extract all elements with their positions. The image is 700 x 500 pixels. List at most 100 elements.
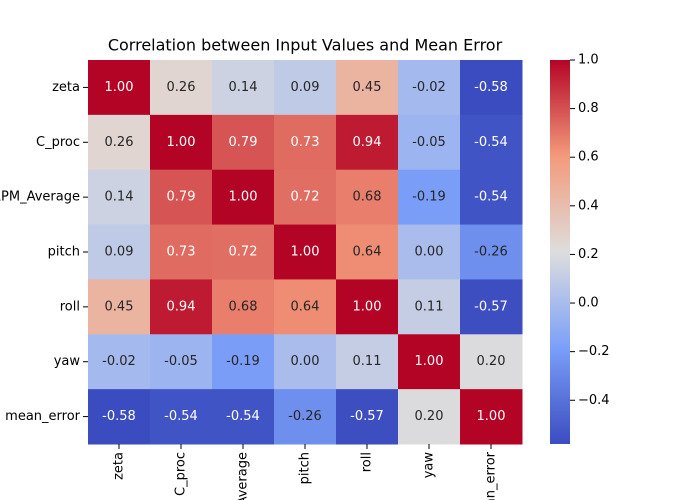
cell-label: 0.09 [105,245,134,260]
heatmap-cell [336,60,399,116]
x-tick-label: yaw [422,452,437,479]
cell-label: -0.05 [412,135,446,150]
cell-label: -0.19 [412,190,446,205]
cell-label: 0.20 [415,409,444,424]
colorbar-tick-label: 1.0 [578,53,599,68]
cell-label: 0.72 [291,190,320,205]
cell-label: 0.00 [291,354,320,369]
y-tick-label: zeta [52,80,80,95]
x-tick-label: roll [360,452,375,472]
heatmap-cell [150,114,213,171]
cell-label: 0.00 [415,245,444,260]
heatmap-cell [212,114,275,171]
cell-label: 1.00 [291,245,320,260]
heatmap-cell [336,389,399,445]
heatmap-cell [274,169,337,226]
heatmap-cell [274,114,337,171]
cell-label: -0.02 [102,354,136,369]
heatmap-cell [150,334,213,390]
heatmap-cell [398,279,461,335]
heatmap-cell [460,224,523,280]
cell-label: -0.54 [474,190,508,205]
cell-label: 0.79 [167,190,196,205]
heatmap-cell [150,169,213,226]
cell-label: 0.11 [353,354,382,369]
cell-label: 0.45 [105,299,134,314]
heatmap-cell [88,334,151,390]
heatmap-cell [398,224,461,280]
cell-label: 0.11 [415,299,444,314]
cell-label: 0.09 [291,80,320,95]
cell-label: 1.00 [477,409,506,424]
heatmap-cell [212,279,275,335]
heatmap-cell [398,389,461,445]
heatmap-cell [398,334,461,390]
y-tick-label: pitch [48,245,80,260]
y-tick-label: RPM_Average [0,190,80,205]
cell-label: 0.14 [229,80,258,95]
colorbar-tick-label: −0.4 [578,393,610,408]
heatmap-cell [212,169,275,226]
cell-label: -0.26 [288,409,322,424]
cell-label: 0.64 [353,245,382,260]
cell-label: -0.02 [412,80,446,95]
cell-label: -0.54 [474,135,508,150]
y-tick-label: C_proc [36,135,80,150]
heatmap-cell [88,169,151,226]
cell-label: 1.00 [229,190,258,205]
cell-label: 0.64 [291,299,320,314]
heatmap-cell [336,224,399,280]
cell-label: 0.26 [105,135,134,150]
cell-label: 0.14 [105,190,134,205]
cell-label: -0.58 [474,80,508,95]
cell-label: -0.57 [474,299,508,314]
y-tick-label: mean_error [5,409,80,424]
heatmap-cell [88,114,151,171]
colorbar [550,60,570,444]
heatmap-cell [460,389,523,445]
heatmap-cell [150,279,213,335]
heatmap-cell [88,224,151,280]
cell-label: -0.05 [164,354,198,369]
cell-label: 0.20 [477,354,506,369]
heatmap-cell [274,279,337,335]
x-tick-label: pitch [298,452,313,484]
cell-label: 0.72 [229,245,258,260]
cell-label: -0.26 [474,245,508,260]
cell-label: 0.26 [167,80,196,95]
heatmap-cell [398,169,461,226]
heatmap-cell [212,60,275,116]
colorbar-tick-label: 0.4 [578,198,599,213]
cell-label: 0.68 [353,190,382,205]
heatmap-cell [336,279,399,335]
cell-label: -0.54 [226,409,260,424]
colorbar-tick-label: 0.2 [578,247,599,262]
heatmap-cell [460,60,523,116]
heatmap-cell [336,114,399,171]
heatmap-cell [212,389,275,445]
y-tick-label: roll [60,299,80,314]
cell-label: -0.58 [102,409,136,424]
cell-label: 1.00 [353,299,382,314]
heatmap-cell [88,389,151,445]
cell-label: 0.73 [167,245,196,260]
heatmap-cell [274,224,337,280]
cell-label: 0.79 [229,135,258,150]
heatmap-cell [150,389,213,445]
heatmap-cell [336,169,399,226]
cell-label: -0.54 [164,409,198,424]
chart-title: Correlation between Input Values and Mea… [108,36,503,55]
heatmap-cell [150,60,213,116]
cell-label: 0.45 [353,80,382,95]
heatmap-cell [88,60,151,116]
colorbar-tick-label: −0.2 [578,344,610,359]
x-tick-label: C_proc [174,452,189,496]
cell-label: 0.94 [167,299,196,314]
heatmap-cell [460,169,523,226]
cell-label: -0.57 [350,409,384,424]
heatmap-cell [88,279,151,335]
heatmap-cell [398,60,461,116]
colorbar-tick-label: 0.0 [578,296,599,311]
heatmap-cell [150,224,213,280]
